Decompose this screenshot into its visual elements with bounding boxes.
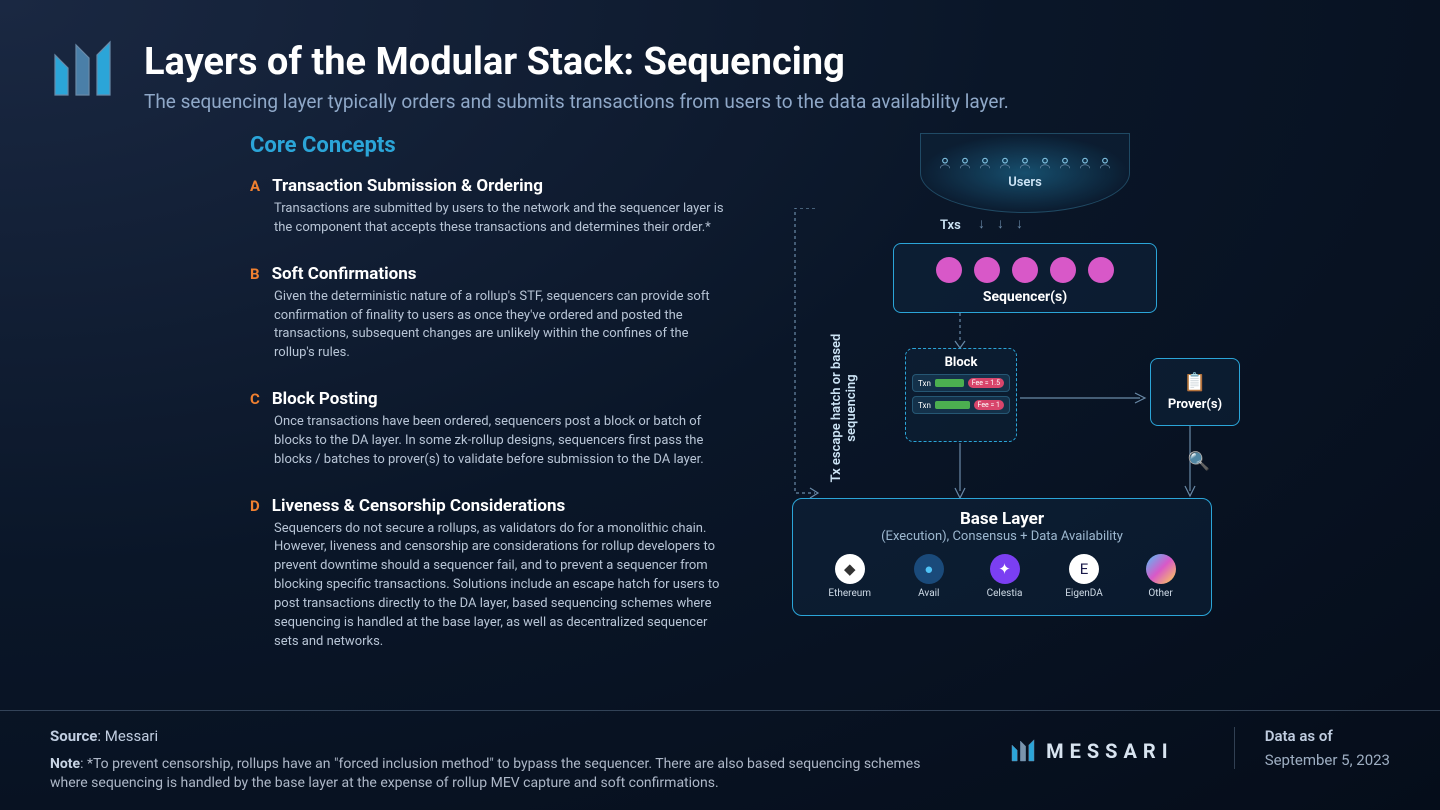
sequencer-dot: [1088, 257, 1114, 283]
concept-letter: D: [250, 497, 260, 515]
user-icon: [1018, 156, 1032, 173]
users-label: Users: [1008, 175, 1042, 190]
diagram-column: Users Txs ↓↓↓ Sequencer(s) Block TxnFee …: [790, 133, 1390, 678]
prover-box: 📋 Prover(s): [1150, 358, 1240, 426]
arrow-seq-to-block: [950, 313, 970, 351]
sequencer-dot: [974, 257, 1000, 283]
concept-item: D Liveness & Censorship Considerations Seq…: [250, 496, 730, 652]
chain-name: EigenDA: [1065, 588, 1103, 599]
concept-letter: B: [250, 265, 260, 283]
arrow-block-to-prover: [1020, 388, 1150, 408]
source-line: Source: Messari: [50, 727, 950, 745]
concept-body: Sequencers do not secure a rollups, as v…: [274, 520, 730, 652]
sequencer-dot: [1050, 257, 1076, 283]
sequencer-dot: [1012, 257, 1038, 283]
concept-item: C Block Posting Once transactions have bee…: [250, 389, 730, 470]
txn-row: TxnFee = 1: [912, 396, 1010, 414]
base-layer-item: ✦ Celestia: [987, 554, 1023, 599]
brand-text: MESSARI: [1046, 739, 1174, 763]
user-icon: [998, 156, 1012, 173]
base-layer-item: E EigenDA: [1065, 554, 1103, 599]
txn-row: TxnFee = 1.5: [912, 374, 1010, 392]
txs-arrows: ↓↓↓: [978, 215, 1023, 232]
base-layer-item: Other: [1146, 554, 1176, 599]
concept-item: B Soft Confirmations Given the determinist…: [250, 264, 730, 363]
base-layer-item: ◆ Ethereum: [828, 554, 871, 599]
concepts-column: Core Concepts A Transaction Submission & …: [250, 133, 730, 678]
page-title: Layers of the Modular Stack: Sequencing: [144, 40, 1009, 84]
footer-brand: MESSARI: [1010, 739, 1174, 763]
user-icon: [1078, 156, 1092, 173]
messari-small-logo-icon: [1010, 739, 1038, 763]
sequencer-box: Sequencer(s): [893, 243, 1157, 313]
user-icon: [938, 156, 952, 173]
concept-item: A Transaction Submission & Ordering Transa…: [250, 176, 730, 238]
messari-logo-icon: [50, 40, 120, 100]
escape-hatch-label: Tx escape hatch or based sequencing: [829, 318, 859, 498]
chain-icon: [1146, 554, 1176, 584]
block-box: Block TxnFee = 1.5 TxnFee = 1: [905, 348, 1017, 442]
concept-body: Once transactions have been ordered, seq…: [274, 413, 730, 470]
user-icon: [1038, 156, 1052, 173]
chain-name: Other: [1148, 588, 1172, 599]
base-layer-title: Base Layer: [807, 509, 1197, 529]
user-icon: [978, 156, 992, 173]
data-as-of-date: September 5, 2023: [1265, 751, 1390, 769]
sequencer-dot: [936, 257, 962, 283]
document-check-icon: 📋: [1184, 372, 1206, 393]
header: Layers of the Modular Stack: Sequencing …: [50, 40, 1390, 113]
base-layer-item: ● Avail: [914, 554, 944, 599]
sequencer-label: Sequencer(s): [983, 289, 1067, 305]
user-icon: [958, 156, 972, 173]
chain-icon: E: [1069, 554, 1099, 584]
user-icon: [1058, 156, 1072, 173]
base-layer-subtitle: (Execution), Consensus + Data Availabili…: [807, 529, 1197, 544]
data-as-of-label: Data as of: [1265, 727, 1390, 745]
concept-title: Transaction Submission & Ordering: [272, 176, 543, 196]
section-title: Core Concepts: [250, 133, 730, 158]
concept-title: Liveness & Censorship Considerations: [272, 496, 566, 516]
escape-hatch-path: [790, 208, 820, 503]
prover-label: Prover(s): [1168, 397, 1222, 412]
arrow-block-to-base: [950, 443, 970, 501]
user-icon: [1098, 156, 1112, 173]
note-line: Note: *To prevent censorship, rollups ha…: [50, 755, 950, 794]
concept-title: Block Posting: [272, 389, 378, 409]
chain-name: Celestia: [987, 588, 1023, 599]
users-cloud: Users: [920, 133, 1130, 213]
magnify-doc-icon: 🔍: [1188, 451, 1210, 472]
base-layer-box: Base Layer (Execution), Consensus + Data…: [792, 498, 1212, 616]
chain-icon: ●: [914, 554, 944, 584]
concept-title: Soft Confirmations: [272, 264, 417, 284]
txs-label: Txs: [940, 218, 961, 233]
chain-name: Ethereum: [828, 588, 871, 599]
concept-letter: A: [250, 177, 260, 195]
chain-name: Avail: [918, 588, 939, 599]
sequencing-diagram: Users Txs ↓↓↓ Sequencer(s) Block TxnFee …: [810, 133, 1240, 643]
concept-letter: C: [250, 390, 260, 408]
concept-body: Given the deterministic nature of a roll…: [274, 288, 730, 363]
concept-body: Transactions are submitted by users to t…: [274, 200, 730, 238]
footer: Source: Messari Note: *To prevent censor…: [0, 710, 1440, 810]
block-title: Block: [912, 355, 1010, 370]
chain-icon: ✦: [990, 554, 1020, 584]
page-subtitle: The sequencing layer typically orders an…: [144, 90, 1009, 113]
chain-icon: ◆: [835, 554, 865, 584]
